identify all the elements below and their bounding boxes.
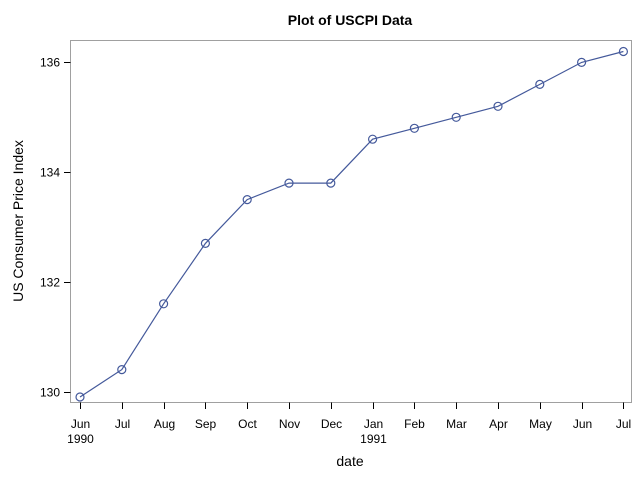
x-tick-label: May bbox=[529, 417, 552, 431]
y-tick-label: 130 bbox=[40, 386, 60, 400]
series-layer bbox=[75, 46, 629, 402]
plot-frame bbox=[70, 40, 632, 403]
x-tick-label: Oct bbox=[238, 417, 257, 431]
data-point-marker bbox=[368, 134, 378, 144]
y-axis-label: US Consumer Price Index bbox=[10, 140, 26, 302]
data-point-marker bbox=[75, 392, 85, 402]
chart-title: Plot of USCPI Data bbox=[288, 12, 413, 28]
x-tick-label: Jun bbox=[573, 417, 592, 431]
x-tick-label: Nov bbox=[279, 417, 300, 431]
data-point-marker bbox=[200, 238, 210, 248]
x-tick-label: Jul bbox=[115, 417, 130, 431]
x-tick-label: Jan bbox=[364, 417, 383, 431]
x-tick-label: Sep bbox=[195, 417, 217, 431]
y-tick-label: 134 bbox=[40, 166, 60, 180]
data-point-marker bbox=[535, 79, 545, 90]
data-point-marker bbox=[576, 57, 587, 68]
series-line bbox=[79, 50, 624, 398]
y-axis: 130 132 134 136 bbox=[40, 56, 71, 400]
y-tick-label: 136 bbox=[40, 56, 60, 70]
data-point-marker bbox=[409, 123, 419, 133]
data-point-marker bbox=[242, 195, 252, 205]
y-tick-label: 132 bbox=[40, 276, 60, 290]
data-point-marker bbox=[326, 178, 336, 188]
x-axis-label: date bbox=[336, 453, 363, 469]
x-tick-label: Feb bbox=[404, 417, 425, 431]
x-tick-year-label: 1990 bbox=[67, 432, 94, 446]
x-tick-label: Jul bbox=[616, 417, 631, 431]
data-point-marker bbox=[451, 112, 461, 122]
data-point-marker bbox=[284, 178, 294, 188]
data-point-marker bbox=[493, 101, 503, 111]
x-tick-label: Mar bbox=[446, 417, 467, 431]
x-tick-label: Dec bbox=[321, 417, 342, 431]
data-point-marker bbox=[117, 365, 127, 375]
data-point-marker bbox=[618, 46, 629, 57]
x-tick-label: Aug bbox=[154, 417, 175, 431]
x-tick-label: Jun bbox=[71, 417, 90, 431]
x-tick-year-label: 1991 bbox=[360, 432, 387, 446]
x-tick-label: Apr bbox=[489, 417, 508, 431]
data-point-marker bbox=[159, 299, 169, 309]
